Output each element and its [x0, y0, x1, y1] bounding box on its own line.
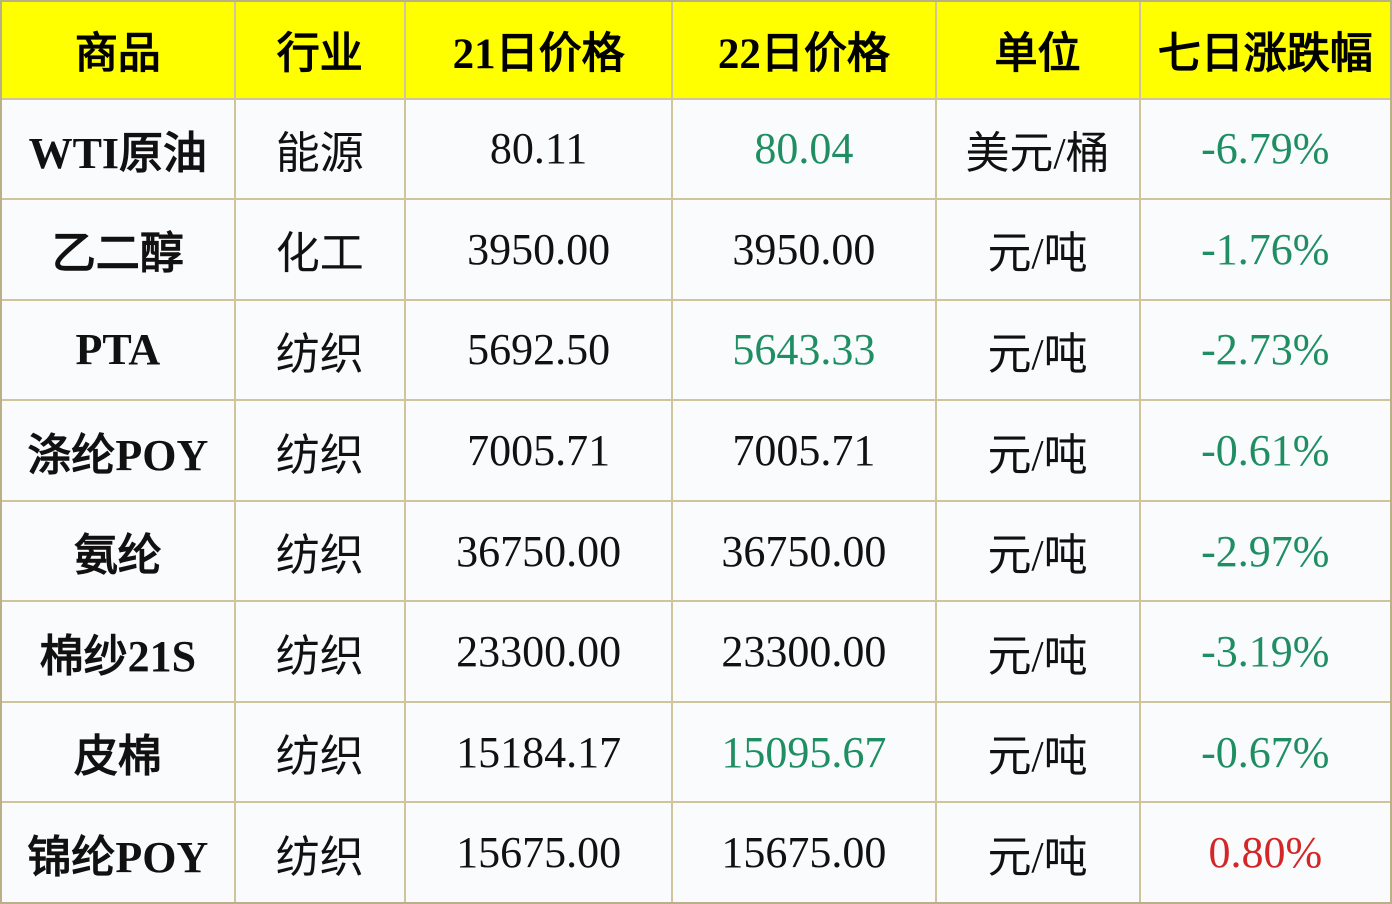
commodity-name: 锦纶POY	[2, 803, 234, 902]
day22-price-value: 7005.71	[673, 401, 935, 500]
day21-price-value: 15675.00	[405, 803, 672, 902]
commodity-name: 棉纱21S	[2, 602, 234, 701]
day21-price-value: 5692.50	[405, 300, 672, 400]
unit-value: 元/吨	[936, 200, 1139, 299]
7day-change-value: -6.79%	[1140, 99, 1390, 199]
7day-change-value: -2.73%	[1140, 300, 1390, 400]
industry-value: 纺织	[235, 602, 404, 701]
header-cell-7day-change: 七日涨跌幅	[1140, 2, 1390, 98]
unit-value: 元/吨	[936, 803, 1139, 902]
7day-change-value: -0.61%	[1140, 401, 1390, 500]
commodity-name: WTI原油	[2, 99, 234, 199]
commodity-name: PTA	[2, 300, 234, 400]
7day-change-value: 0.80%	[1140, 803, 1390, 902]
day22-price-value: 36750.00	[673, 501, 935, 601]
day21-price-value: 7005.71	[405, 401, 672, 500]
day21-price-value: 23300.00	[405, 602, 672, 701]
header-cell-day22-price: 22日价格	[673, 2, 935, 98]
industry-value: 纺织	[235, 803, 404, 902]
day21-price-value: 80.11	[405, 99, 672, 199]
day22-price-value: 5643.33	[673, 300, 935, 400]
day22-price-value: 80.04	[673, 99, 935, 199]
header-cell-commodity: 商品	[2, 2, 234, 98]
commodity-name: 氨纶	[2, 501, 234, 601]
industry-value: 纺织	[235, 401, 404, 500]
header-cell-unit: 单位	[936, 2, 1139, 98]
header-cell-day21-price: 21日价格	[405, 2, 672, 98]
industry-value: 纺织	[235, 501, 404, 601]
unit-value: 元/吨	[936, 602, 1139, 701]
unit-value: 元/吨	[936, 300, 1139, 400]
commodity-name: 涤纶POY	[2, 401, 234, 500]
commodity-name: 皮棉	[2, 702, 234, 802]
day22-price-value: 15095.67	[673, 702, 935, 802]
unit-value: 元/吨	[936, 702, 1139, 802]
day22-price-value: 15675.00	[673, 803, 935, 902]
day22-price-value: 23300.00	[673, 602, 935, 701]
day21-price-value: 3950.00	[405, 200, 672, 299]
industry-value: 纺织	[235, 702, 404, 802]
header-cell-industry: 行业	[235, 2, 404, 98]
unit-value: 元/吨	[936, 501, 1139, 601]
unit-value: 美元/桶	[936, 99, 1139, 199]
industry-value: 能源	[235, 99, 404, 199]
unit-value: 元/吨	[936, 401, 1139, 500]
commodity-name: 乙二醇	[2, 200, 234, 299]
industry-value: 化工	[235, 200, 404, 299]
day21-price-value: 15184.17	[405, 702, 672, 802]
industry-value: 纺织	[235, 300, 404, 400]
7day-change-value: -1.76%	[1140, 200, 1390, 299]
7day-change-value: -2.97%	[1140, 501, 1390, 601]
day22-price-value: 3950.00	[673, 200, 935, 299]
7day-change-value: -3.19%	[1140, 602, 1390, 701]
day21-price-value: 36750.00	[405, 501, 672, 601]
7day-change-value: -0.67%	[1140, 702, 1390, 802]
